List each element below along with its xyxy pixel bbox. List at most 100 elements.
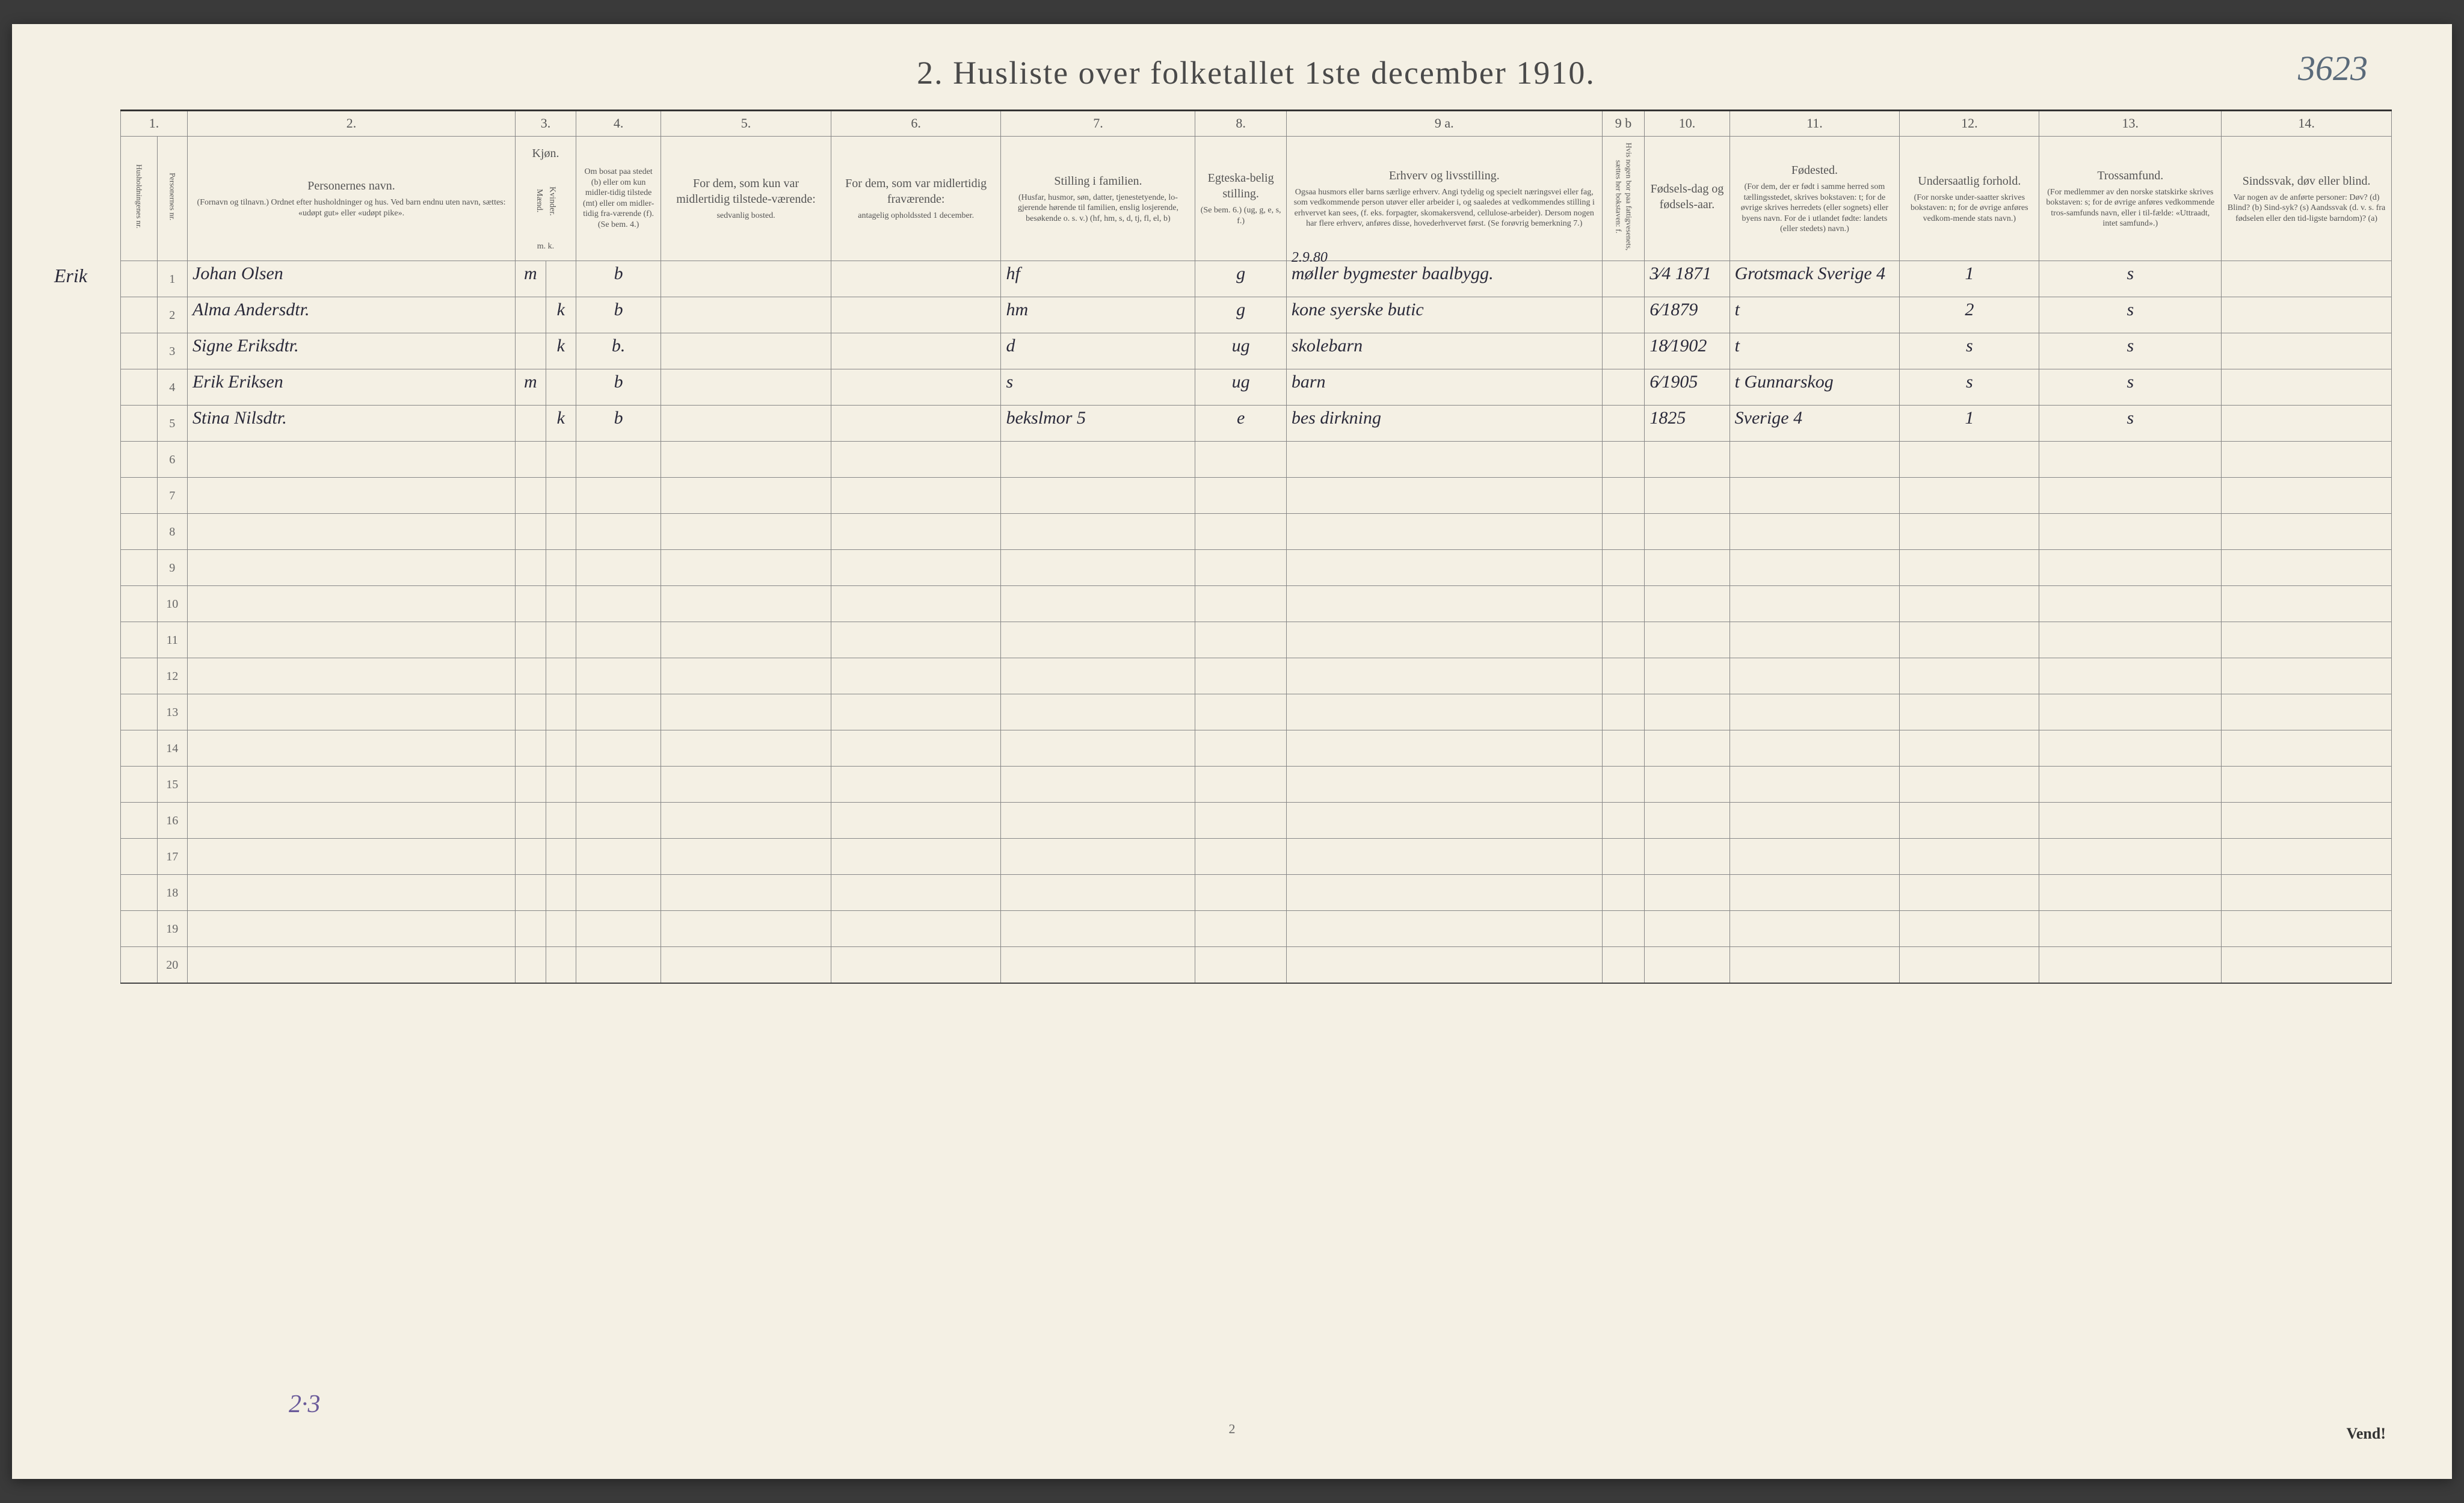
- cell-empty: [1001, 911, 1195, 947]
- cell-empty: [1286, 875, 1602, 911]
- cell-hush-nr: [121, 261, 158, 297]
- cell-person-nr: 10: [157, 586, 187, 622]
- cell-empty: [1286, 622, 1602, 658]
- cell-empty: [1001, 694, 1195, 730]
- cell-sedvanlig-bosted: [661, 297, 831, 333]
- cell-empty: [1900, 839, 2039, 875]
- cell-hush-nr: [121, 369, 158, 406]
- cell-empty: [831, 658, 1001, 694]
- cell-empty: [188, 586, 516, 622]
- table-row-empty: 14: [121, 730, 2392, 767]
- cell-name: Alma Andersdtr.: [188, 297, 516, 333]
- cell-empty: [1195, 550, 1286, 586]
- colnum: 11.: [1729, 111, 1900, 137]
- cell-empty: [831, 550, 1001, 586]
- cell-empty: [1602, 550, 1645, 586]
- cell-empty: [831, 839, 1001, 875]
- cell-empty: [1900, 875, 2039, 911]
- cell-undersaatlig: s: [1900, 333, 2039, 369]
- cell-trossamfund: s: [2039, 261, 2222, 297]
- cell-hush-nr: [121, 803, 158, 839]
- cell-name: Johan Olsen: [188, 261, 516, 297]
- header-bosat: Om bosat paa stedet (b) eller om kun mid…: [576, 136, 661, 261]
- cell-empty: [1286, 694, 1602, 730]
- cell-empty: [1900, 911, 2039, 947]
- cell-person-nr: 4: [157, 369, 187, 406]
- cell-sedvanlig-bosted: [661, 261, 831, 297]
- cell-empty: [1645, 514, 1729, 550]
- cell-hush-nr: [121, 658, 158, 694]
- cell-empty: [1602, 622, 1645, 658]
- cell-stilling-familie: d: [1001, 333, 1195, 369]
- cell-empty: [831, 730, 1001, 767]
- cell-empty: [576, 514, 661, 550]
- cell-empty: [661, 694, 831, 730]
- cell-empty: [2222, 767, 2392, 803]
- table-row-empty: 10: [121, 586, 2392, 622]
- cell-person-nr: 14: [157, 730, 187, 767]
- cell-person-nr: 9: [157, 550, 187, 586]
- cell-fattig: [1602, 406, 1645, 442]
- cell-hush-nr: [121, 586, 158, 622]
- cell-empty: [1645, 622, 1729, 658]
- cell-empty: [516, 911, 546, 947]
- cell-empty: [1900, 767, 2039, 803]
- cell-empty: [1001, 658, 1195, 694]
- cell-empty: [516, 658, 546, 694]
- cell-empty: [576, 550, 661, 586]
- cell-opholdssted: [831, 333, 1001, 369]
- cell-kjon-m: m: [516, 261, 546, 297]
- cell-empty: [546, 658, 576, 694]
- cell-empty: [661, 767, 831, 803]
- footer-page-number: 2: [1229, 1421, 1236, 1437]
- cell-empty: [1729, 767, 1900, 803]
- cell-empty: [661, 442, 831, 478]
- cell-egteskabelig: e: [1195, 406, 1286, 442]
- cell-empty: [516, 875, 546, 911]
- cell-empty: [1900, 694, 2039, 730]
- header-husholdning-nr: Husholdningenes nr.: [121, 136, 158, 261]
- cell-empty: [516, 478, 546, 514]
- cell-erhverv: barn: [1286, 369, 1602, 406]
- cell-opholdssted: [831, 261, 1001, 297]
- table-container: 1. 2. 3. 4. 5. 6. 7. 8. 9 a. 9 b 10. 11.…: [120, 110, 2392, 984]
- cell-egteskabelig: g: [1195, 297, 1286, 333]
- cell-empty: [1900, 586, 2039, 622]
- cell-empty: [1001, 947, 1195, 983]
- cell-empty: [188, 442, 516, 478]
- cell-empty: [2222, 911, 2392, 947]
- cell-empty: [831, 803, 1001, 839]
- cell-empty: [1602, 730, 1645, 767]
- cell-empty: [1001, 839, 1195, 875]
- cell-empty: [661, 875, 831, 911]
- cell-empty: [2222, 694, 2392, 730]
- cell-person-nr: 11: [157, 622, 187, 658]
- cell-empty: [1900, 478, 2039, 514]
- cell-empty: [1729, 622, 1900, 658]
- cell-egteskabelig: ug: [1195, 369, 1286, 406]
- cell-fattig: [1602, 297, 1645, 333]
- cell-hush-nr: [121, 911, 158, 947]
- table-row-empty: 15: [121, 767, 2392, 803]
- cell-empty: [516, 442, 546, 478]
- cell-empty: [1900, 550, 2039, 586]
- header-trossamfund: Trossamfund. (For medlemmer av den norsk…: [2039, 136, 2222, 261]
- cell-empty: [516, 550, 546, 586]
- cell-person-nr: 5: [157, 406, 187, 442]
- cell-hush-nr: [121, 406, 158, 442]
- cell-empty: [1001, 730, 1195, 767]
- cell-egteskabelig: g: [1195, 261, 1286, 297]
- cell-hush-nr: [121, 550, 158, 586]
- cell-erhverv: bes dirkning: [1286, 406, 1602, 442]
- cell-empty: [2039, 478, 2222, 514]
- cell-empty: [546, 839, 576, 875]
- cell-empty: [2039, 658, 2222, 694]
- cell-person-nr: 2: [157, 297, 187, 333]
- cell-person-nr: 20: [157, 947, 187, 983]
- cell-empty: [1001, 622, 1195, 658]
- cell-person-nr: 16: [157, 803, 187, 839]
- colnum: 10.: [1645, 111, 1729, 137]
- cell-empty: [2222, 514, 2392, 550]
- cell-fodested: Grotsmack Sverige 4: [1729, 261, 1900, 297]
- cell-empty: [1645, 586, 1729, 622]
